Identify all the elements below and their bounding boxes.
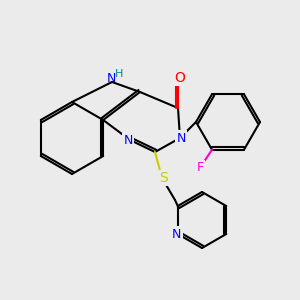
Text: N: N [106, 73, 116, 85]
Text: H: H [115, 69, 123, 79]
Text: N: N [172, 227, 182, 241]
Text: N: N [176, 131, 186, 145]
Text: N: N [123, 134, 133, 148]
Text: O: O [175, 71, 185, 85]
Text: S: S [160, 171, 168, 185]
Text: F: F [196, 161, 204, 174]
